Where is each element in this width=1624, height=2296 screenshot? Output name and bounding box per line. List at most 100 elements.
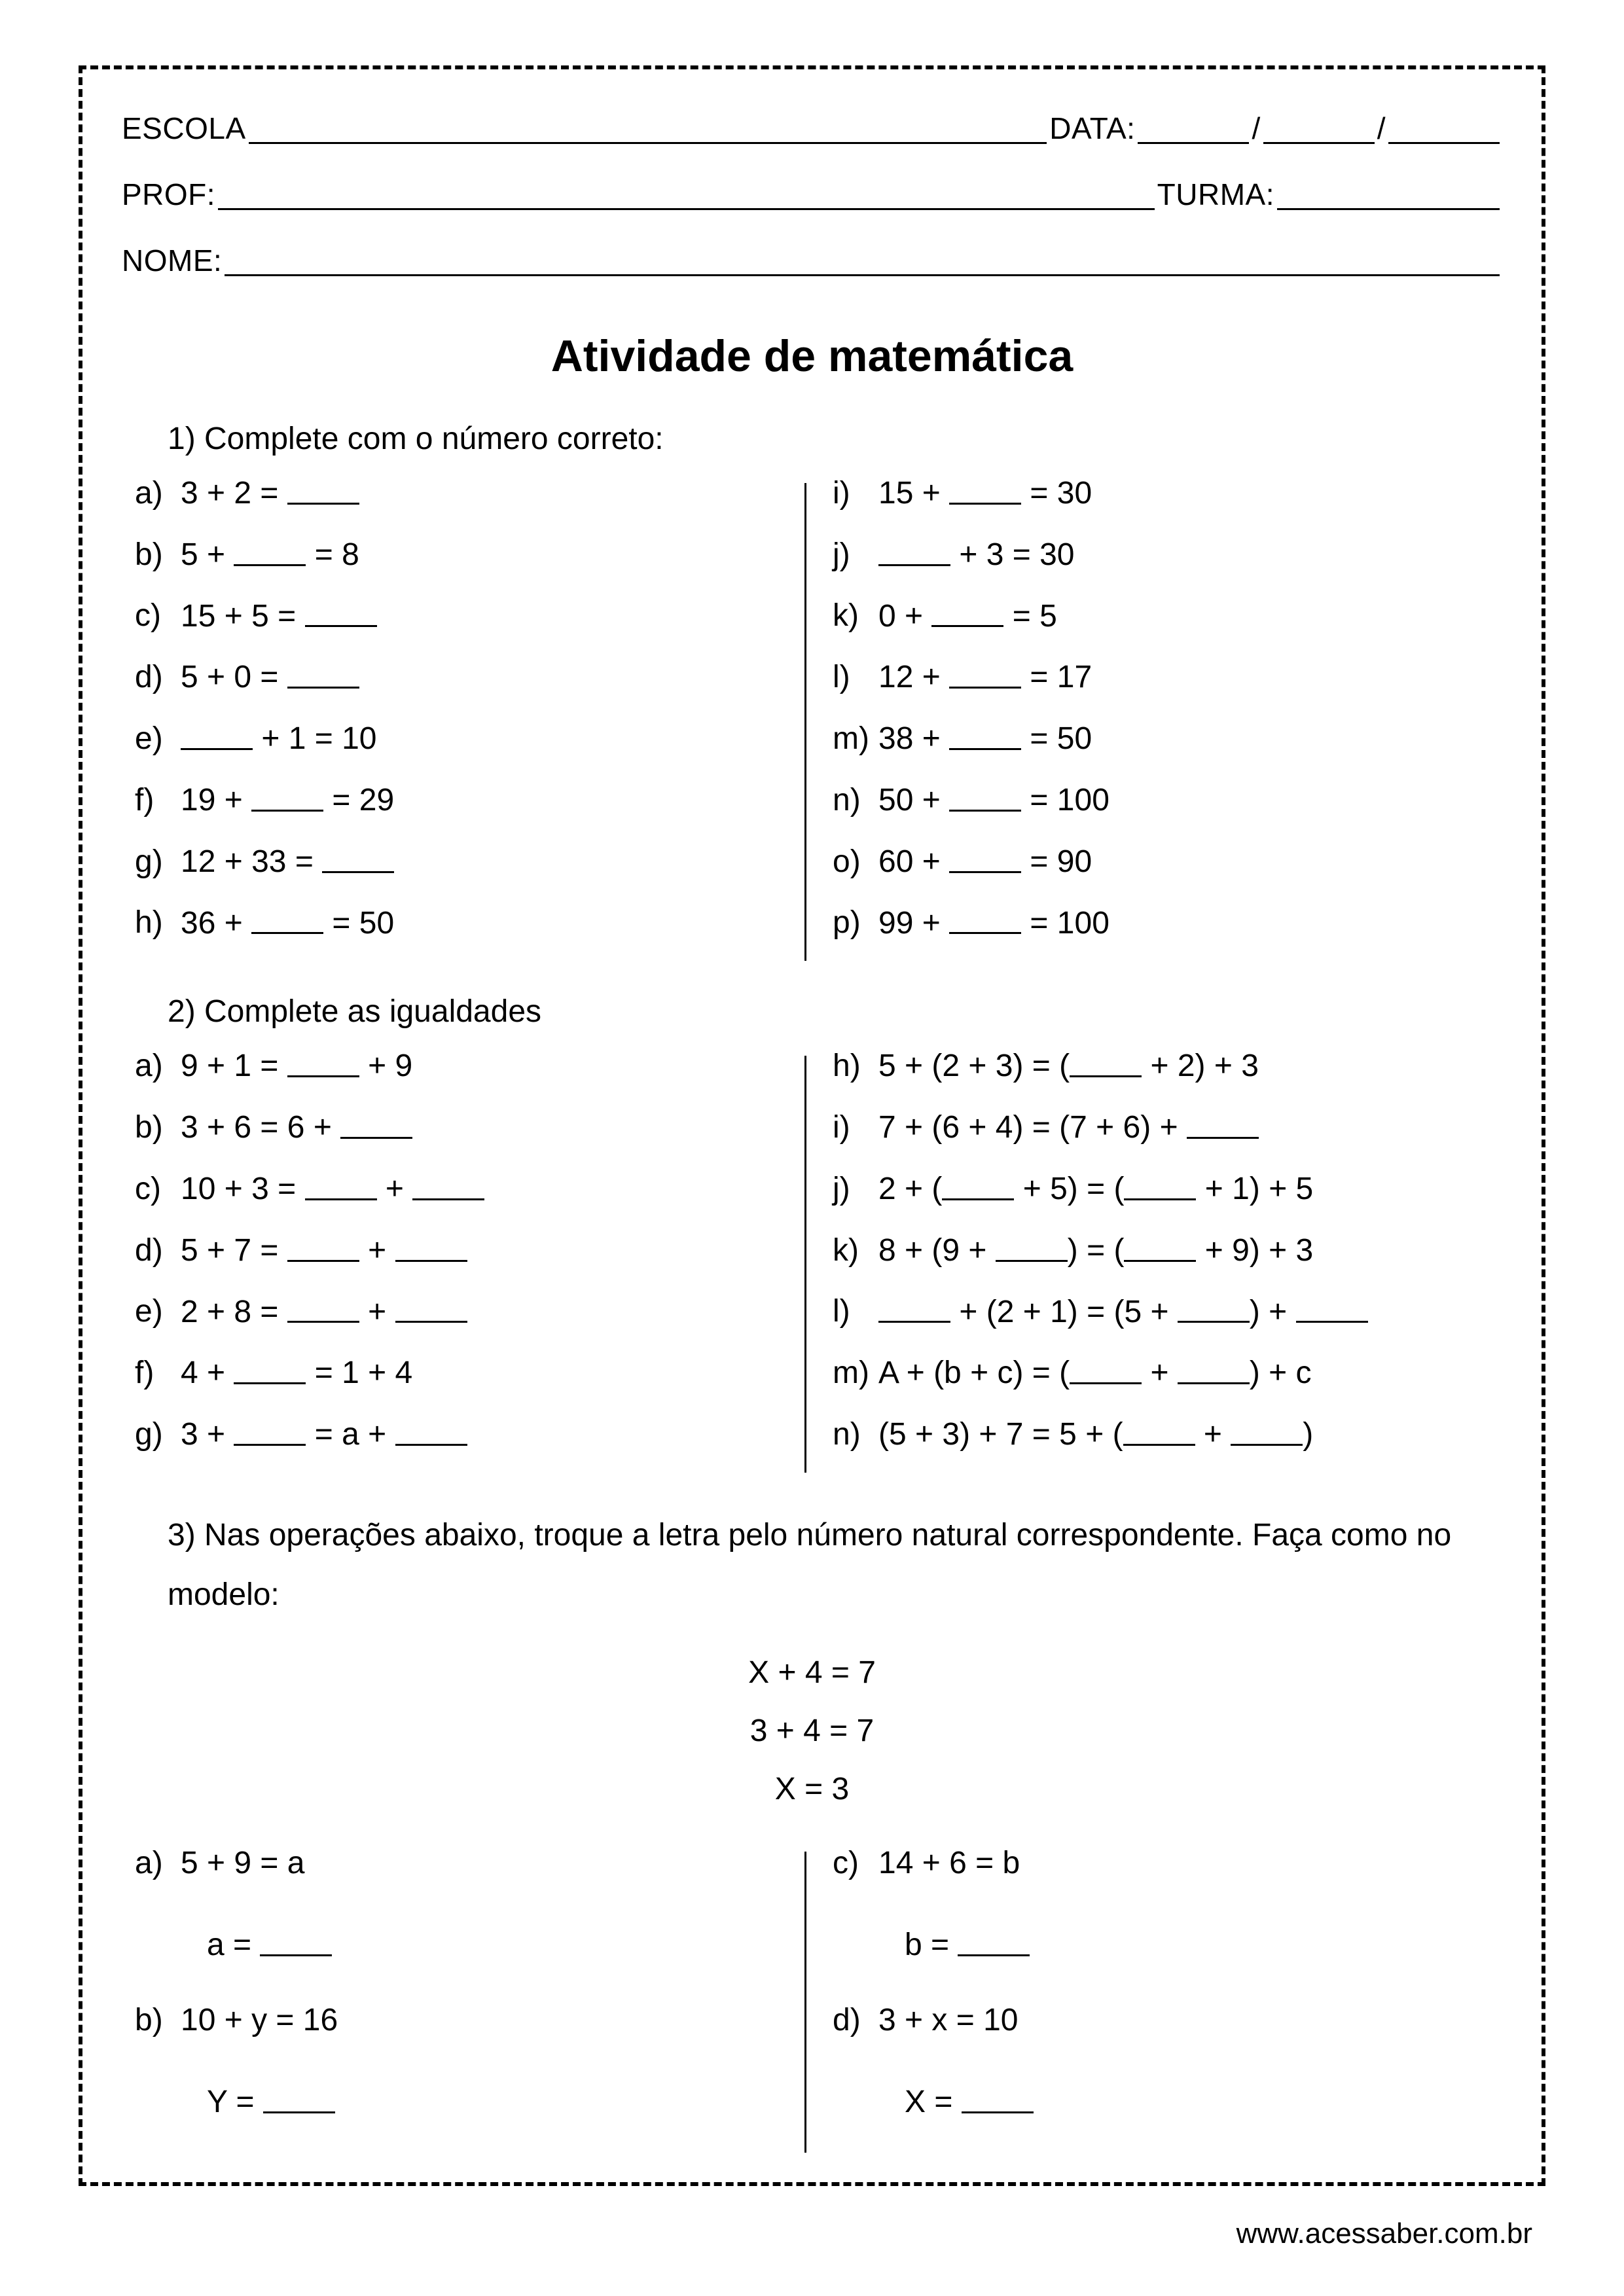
- q3-model: X + 4 = 7 3 + 4 = 7 X = 3: [122, 1644, 1502, 1818]
- q3-answer[interactable]: X =: [905, 2084, 1483, 2120]
- answer-blank[interactable]: [942, 1174, 1014, 1200]
- q1-item: k)0 + = 5: [833, 600, 1483, 632]
- answer-blank[interactable]: [287, 1235, 359, 1262]
- answer-blank[interactable]: [234, 539, 306, 566]
- answer-blank[interactable]: [287, 478, 359, 505]
- answer-blank[interactable]: [1296, 1297, 1368, 1323]
- answer-blank[interactable]: [1070, 1357, 1142, 1384]
- answer-blank[interactable]: [949, 478, 1021, 505]
- worksheet-page: ESCOLA DATA: / / PROF: TURMA: NOME: Ativ…: [0, 0, 1624, 2296]
- q1-item: i)15 + = 30: [833, 476, 1483, 509]
- answer-blank[interactable]: [878, 539, 950, 566]
- q1-item: d)5 + 0 =: [135, 660, 785, 693]
- q3-columns: a)5 + 9 = a a = b)10 + y = 16 Y = c)14 +…: [122, 1845, 1502, 2159]
- answer-blank[interactable]: [263, 2087, 335, 2113]
- answer-blank[interactable]: [260, 1929, 332, 1956]
- q2-item: m)A + (b + c) = ( + ) + c: [833, 1356, 1483, 1389]
- answer-blank[interactable]: [395, 1297, 467, 1323]
- q2-col-left: a)9 + 1 = + 9 b)3 + 6 = 6 + c)10 + 3 = +…: [122, 1049, 804, 1479]
- answer-blank[interactable]: [340, 1112, 412, 1139]
- answer-blank[interactable]: [251, 908, 323, 935]
- q1-item: h)36 + = 50: [135, 906, 785, 939]
- q2-col-right: h)5 + (2 + 3) = ( + 2) + 3 i)7 + (6 + 4)…: [806, 1049, 1502, 1479]
- blank-turma[interactable]: [1277, 180, 1500, 210]
- q2-item: e)2 + 8 = +: [135, 1295, 785, 1328]
- worksheet-title: Atividade de matemática: [122, 331, 1502, 382]
- answer-blank[interactable]: [931, 601, 1003, 628]
- answer-blank[interactable]: [949, 785, 1021, 812]
- model-line: 3 + 4 = 7: [122, 1702, 1502, 1761]
- q1-col-right: i)15 + = 30 j) + 3 = 30 k)0 + = 5 l)12 +…: [806, 476, 1502, 967]
- blank-prof[interactable]: [218, 180, 1155, 210]
- q2-columns: a)9 + 1 = + 9 b)3 + 6 = 6 + c)10 + 3 = +…: [122, 1049, 1502, 1479]
- answer-blank[interactable]: [1123, 1419, 1195, 1446]
- q3-answer[interactable]: Y =: [207, 2084, 785, 2120]
- q1-item: c)15 + 5 =: [135, 600, 785, 632]
- q2-item: n)(5 + 3) + 7 = 5 + ( + ): [833, 1418, 1483, 1450]
- answer-blank[interactable]: [949, 662, 1021, 689]
- answer-blank[interactable]: [949, 846, 1021, 873]
- q1-item: m)38 + = 50: [833, 722, 1483, 755]
- q1-item: j) + 3 = 30: [833, 538, 1483, 571]
- answer-blank[interactable]: [1231, 1419, 1303, 1446]
- answer-blank[interactable]: [1124, 1235, 1196, 1262]
- blank-escola[interactable]: [249, 114, 1047, 144]
- answer-blank[interactable]: [949, 908, 1021, 935]
- dashed-border-frame: ESCOLA DATA: / / PROF: TURMA: NOME: Ativ…: [79, 65, 1545, 2186]
- answer-blank[interactable]: [234, 1357, 306, 1384]
- answer-blank[interactable]: [287, 1297, 359, 1323]
- q3-prompt: 3) Nas operações abaixo, troque a letra …: [168, 1505, 1476, 1624]
- answer-blank[interactable]: [251, 785, 323, 812]
- answer-blank[interactable]: [305, 1174, 377, 1200]
- answer-blank[interactable]: [305, 601, 377, 628]
- answer-blank[interactable]: [234, 1419, 306, 1446]
- header-row-3: NOME:: [122, 241, 1502, 278]
- model-line: X = 3: [122, 1761, 1502, 1819]
- answer-blank[interactable]: [287, 1050, 359, 1077]
- q1-item: b)5 + = 8: [135, 538, 785, 571]
- slash-1: /: [1252, 111, 1260, 146]
- label-prof: PROF:: [122, 177, 215, 212]
- answer-blank[interactable]: [1178, 1297, 1250, 1323]
- answer-blank[interactable]: [1187, 1112, 1259, 1139]
- label-escola: ESCOLA: [122, 111, 246, 146]
- answer-blank[interactable]: [878, 1297, 950, 1323]
- q2-item: l) + (2 + 1) = (5 + ) +: [833, 1295, 1483, 1328]
- answer-blank[interactable]: [322, 846, 394, 873]
- q3-item: c)14 + 6 = b: [833, 1845, 1483, 1881]
- answer-blank[interactable]: [287, 662, 359, 689]
- answer-blank[interactable]: [949, 723, 1021, 750]
- blank-data-month[interactable]: [1263, 114, 1375, 144]
- header-row-2: PROF: TURMA:: [122, 175, 1502, 212]
- answer-blank[interactable]: [958, 1929, 1030, 1956]
- answer-blank[interactable]: [1178, 1357, 1250, 1384]
- q2-item: b)3 + 6 = 6 +: [135, 1111, 785, 1143]
- q1-prompt: 1) Complete com o número correto:: [168, 421, 1502, 457]
- q3-item: d)3 + x = 10: [833, 2002, 1483, 2038]
- blank-data-day[interactable]: [1138, 114, 1249, 144]
- answer-blank[interactable]: [1124, 1174, 1196, 1200]
- q2-item: a)9 + 1 = + 9: [135, 1049, 785, 1082]
- q3-col-right: c)14 + 6 = b b = d)3 + x = 10 X =: [806, 1845, 1502, 2159]
- answer-blank[interactable]: [412, 1174, 484, 1200]
- q2-item: k)8 + (9 + ) = ( + 9) + 3: [833, 1234, 1483, 1266]
- q3-answer[interactable]: a =: [207, 1927, 785, 1963]
- blank-nome[interactable]: [225, 246, 1500, 276]
- header-row-1: ESCOLA DATA: / /: [122, 109, 1502, 146]
- blank-data-year[interactable]: [1388, 114, 1500, 144]
- q2-item: f)4 + = 1 + 4: [135, 1356, 785, 1389]
- q2-item: i)7 + (6 + 4) = (7 + 6) +: [833, 1111, 1483, 1143]
- answer-blank[interactable]: [181, 723, 253, 750]
- q3-item: a)5 + 9 = a: [135, 1845, 785, 1881]
- answer-blank[interactable]: [1070, 1050, 1142, 1077]
- q2-item: d)5 + 7 = +: [135, 1234, 785, 1266]
- label-data: DATA:: [1049, 111, 1135, 146]
- slash-2: /: [1377, 111, 1386, 146]
- label-nome: NOME:: [122, 243, 222, 278]
- q1-columns: a)3 + 2 = b)5 + = 8 c)15 + 5 = d)5 + 0 =…: [122, 476, 1502, 967]
- q3-answer[interactable]: b =: [905, 1927, 1483, 1963]
- answer-blank[interactable]: [395, 1235, 467, 1262]
- answer-blank[interactable]: [962, 2087, 1034, 2113]
- answer-blank[interactable]: [996, 1235, 1068, 1262]
- answer-blank[interactable]: [395, 1419, 467, 1446]
